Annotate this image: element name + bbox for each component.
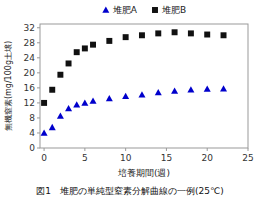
y-tick-label: 24 <box>24 53 36 63</box>
y-tick <box>37 148 40 149</box>
legend-label: 堆肥A <box>112 5 138 15</box>
y-tick-label: 0 <box>29 143 35 153</box>
y-tick <box>37 42 40 43</box>
y-tick-label: 32 <box>24 23 35 33</box>
point <box>138 91 145 97</box>
point <box>171 87 178 93</box>
x-tick-label: 25 <box>242 153 253 163</box>
point <box>139 32 145 38</box>
point <box>123 34 129 40</box>
x-tick <box>44 148 45 151</box>
x-tick <box>207 148 208 151</box>
point <box>155 30 161 36</box>
caption: 図1 堆肥の単純型窒素分解曲線の一例(25℃) <box>36 186 223 196</box>
point <box>49 87 55 93</box>
point <box>82 45 88 51</box>
point <box>106 38 112 44</box>
y-axis-label: 無機窒素(mg/100g土壌) <box>4 41 13 131</box>
point <box>204 86 211 92</box>
y-tick <box>37 87 40 88</box>
point <box>204 32 210 38</box>
x-tick-label: 5 <box>82 153 88 163</box>
legend-marker <box>152 7 158 13</box>
y-tick <box>37 132 40 133</box>
y-tick <box>37 57 40 58</box>
point <box>187 86 194 92</box>
y-tick-label: 4 <box>29 128 35 138</box>
point <box>172 29 178 35</box>
point <box>41 100 47 106</box>
x-tick-label: 0 <box>41 153 47 163</box>
x-tick <box>125 148 126 151</box>
y-tick-label: 20 <box>24 68 36 78</box>
x-tick-label: 10 <box>120 153 132 163</box>
y-tick-label: 8 <box>29 113 35 123</box>
y-tick-label: 12 <box>24 98 35 108</box>
point <box>220 85 227 91</box>
point <box>188 30 194 36</box>
x-tick <box>248 148 249 151</box>
point <box>57 72 63 78</box>
y-tick <box>37 102 40 103</box>
series <box>41 85 227 136</box>
y-tick-label: 16 <box>24 83 36 93</box>
point <box>66 60 72 66</box>
plot-frame <box>40 24 248 148</box>
point <box>90 98 97 104</box>
point <box>73 101 80 107</box>
legend-item: 堆肥A <box>102 5 138 15</box>
legend-label: 堆肥B <box>161 5 186 15</box>
y-tick <box>37 72 40 73</box>
point <box>90 42 96 48</box>
point <box>49 124 56 130</box>
x-tick-label: 15 <box>161 153 172 163</box>
chart: 0 5 10 15 20 25 0 4 8 12 16 20 24 28 32 培養期間(週) 無機窒素(mg/… <box>0 0 260 200</box>
plot-area <box>41 29 227 135</box>
point <box>81 99 88 105</box>
point <box>106 95 113 101</box>
y-tick-label: 28 <box>24 38 36 48</box>
x-tick <box>84 148 85 151</box>
legend-marker <box>102 7 109 13</box>
point <box>221 32 227 38</box>
point <box>65 105 72 111</box>
x-tick-label: 20 <box>201 153 213 163</box>
point <box>122 93 129 99</box>
point <box>57 113 64 119</box>
series <box>41 29 226 106</box>
point <box>41 129 48 135</box>
point <box>74 49 80 55</box>
x-tick <box>166 148 167 151</box>
legend: 堆肥A 堆肥B <box>102 5 186 15</box>
y-tick <box>37 117 40 118</box>
x-axis-label: 培養期間(週) <box>117 168 170 178</box>
y-tick <box>37 27 40 28</box>
legend-item: 堆肥B <box>152 5 186 15</box>
point <box>155 89 162 95</box>
